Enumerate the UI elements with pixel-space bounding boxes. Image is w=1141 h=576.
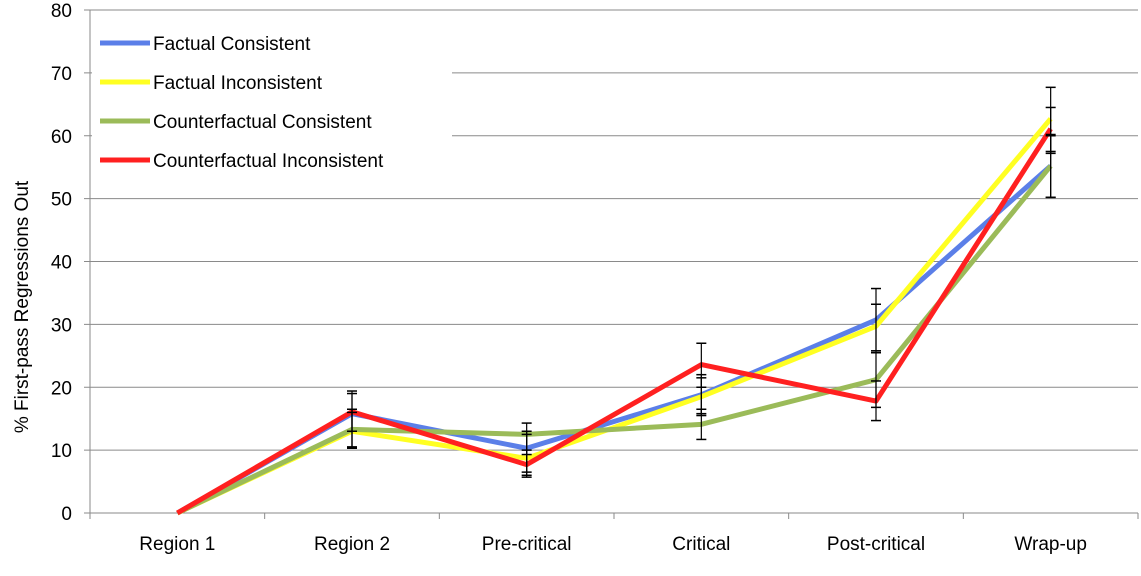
legend: Factual Consistent Factual Inconsistent Co… bbox=[92, 22, 452, 187]
error-bar bbox=[1045, 106, 1056, 155]
x-tick-label: Post-critical bbox=[827, 534, 925, 555]
error-bar bbox=[871, 380, 881, 422]
x-tick-label: Wrap-up bbox=[1014, 534, 1087, 555]
error-bar bbox=[696, 342, 707, 388]
legend-label-2: Factual Inconsistent bbox=[153, 73, 323, 94]
legend-label-1: Factual Consistent bbox=[153, 34, 311, 55]
y-tick-label: 40 bbox=[51, 253, 72, 274]
y-axis-title: % First-pass Regressions Out bbox=[12, 180, 33, 433]
error-bar bbox=[347, 390, 357, 433]
legend-background bbox=[92, 22, 452, 187]
y-tick-label: 30 bbox=[51, 315, 72, 336]
y-tick-label: 70 bbox=[51, 64, 72, 85]
axes bbox=[84, 9, 1139, 519]
x-tick-label: Pre-critical bbox=[482, 534, 572, 555]
y-tick-label: 50 bbox=[51, 190, 72, 211]
error-bar bbox=[871, 303, 881, 352]
series-line-3 bbox=[176, 164, 1053, 516]
y-tick-label: 20 bbox=[51, 378, 72, 399]
y-tick-labels: 0 10 20 30 40 50 60 70 80 bbox=[51, 1, 72, 525]
series-line-1 bbox=[176, 164, 1053, 516]
series-lines bbox=[176, 117, 1053, 516]
y-tick-label: 80 bbox=[51, 1, 72, 22]
error-bar bbox=[696, 408, 707, 441]
y-tick-label: 60 bbox=[51, 127, 72, 148]
error-bar bbox=[521, 449, 532, 478]
legend-label-3: Counterfactual Consistent bbox=[153, 112, 372, 133]
x-tick-label: Region 1 bbox=[139, 534, 215, 555]
y-tick-label: 0 bbox=[61, 504, 72, 525]
legend-label-4: Counterfactual Inconsistent bbox=[153, 151, 384, 172]
error-bars bbox=[347, 86, 1056, 478]
y-tick-label: 10 bbox=[51, 441, 72, 462]
x-tick-label: Region 2 bbox=[314, 534, 390, 555]
series-line-4 bbox=[176, 127, 1053, 516]
x-tick-labels: Region 1 Region 2 Pre-critical Critical Post… bbox=[139, 534, 1087, 555]
x-tick-label: Critical bbox=[672, 534, 730, 555]
